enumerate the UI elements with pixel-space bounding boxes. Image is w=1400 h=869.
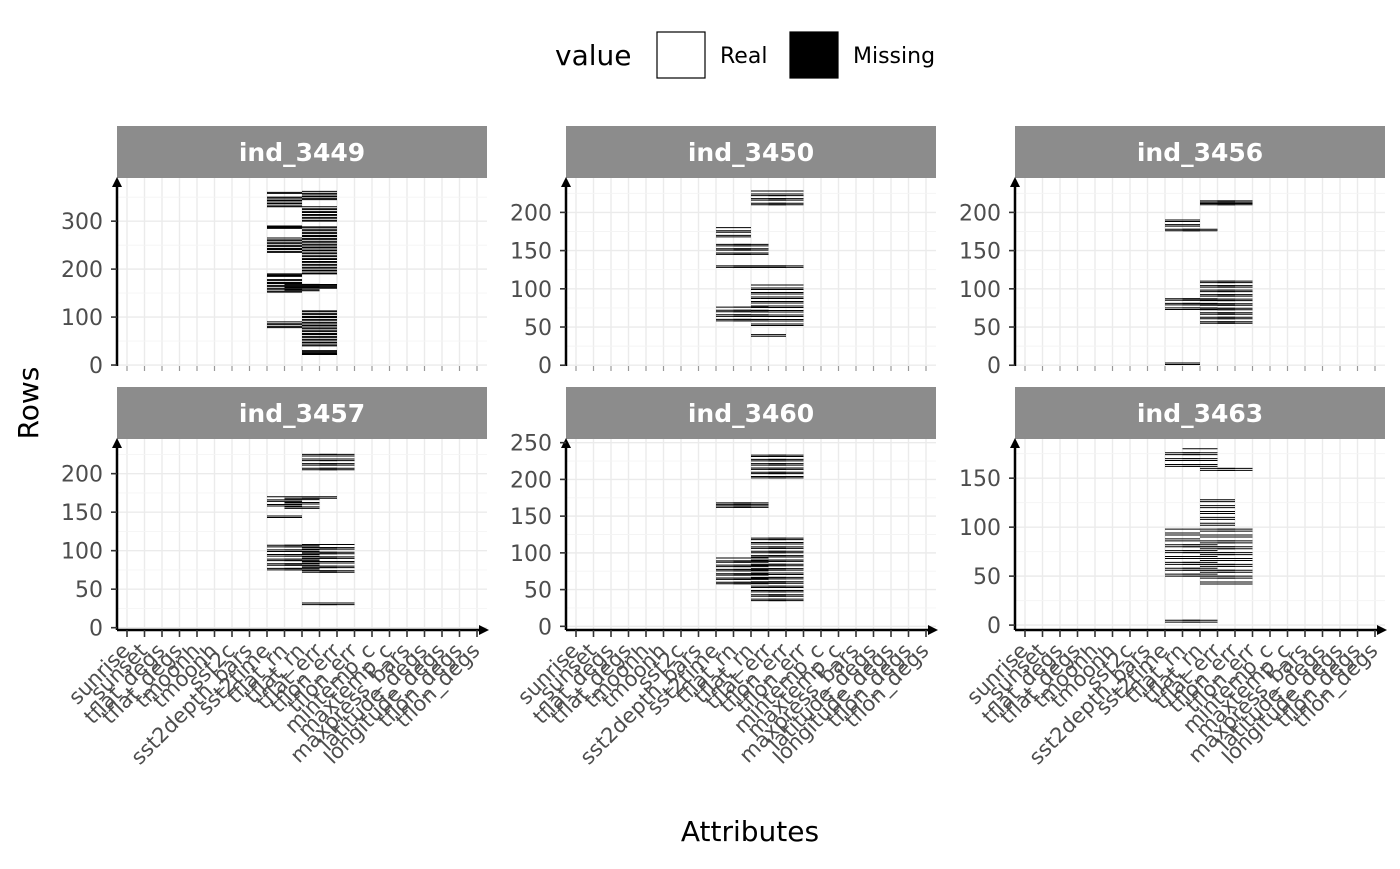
y-tick-label: 50	[973, 565, 1001, 590]
y-tick-label: 50	[524, 579, 552, 604]
facet-panel: ind_3463050100150sunrisesunsettflat_degs…	[959, 387, 1387, 770]
facet-strip-label: ind_3457	[239, 399, 365, 428]
y-tick-label: 200	[61, 258, 103, 283]
y-axis-arrow	[561, 177, 571, 187]
legend: value Real Missing	[555, 31, 935, 79]
x-axis-arrow	[928, 625, 938, 635]
y-tick-label: 200	[959, 201, 1001, 226]
facet-strip	[1015, 126, 1385, 178]
facet-strip	[1015, 387, 1385, 439]
y-tick-label: 100	[61, 306, 103, 331]
y-tick-label: 0	[538, 354, 552, 379]
y-tick-label: 50	[524, 316, 552, 341]
y-tick-label: 50	[973, 316, 1001, 341]
y-tick-label: 150	[61, 501, 103, 526]
facet-strip-label: ind_3456	[1137, 138, 1263, 167]
y-axis-title: Rows	[12, 367, 45, 440]
facet-panel: ind_3449 0 100 200 300	[61, 126, 487, 379]
facet-strip-label: ind_3450	[688, 138, 814, 167]
legend-title: value	[555, 39, 631, 72]
y-tick-label: 150	[959, 240, 1001, 265]
y-tick-label: 150	[510, 240, 552, 265]
facet-panel: ind_3460050100150200250sunrisesunsettfla…	[510, 387, 938, 770]
y-tick-label: 0	[987, 354, 1001, 379]
facet-strip	[117, 387, 487, 439]
facet-strip	[566, 387, 936, 439]
facet-strip-label: ind_3449	[239, 138, 365, 167]
y-tick-label: 200	[510, 468, 552, 493]
facet-strip-label: ind_3460	[688, 399, 814, 428]
y-tick-label: 100	[61, 540, 103, 565]
x-axis-arrow	[479, 625, 489, 635]
y-axis-arrow	[112, 177, 122, 187]
y-tick-label: 150	[959, 467, 1001, 492]
x-axis-title: Attributes	[681, 815, 819, 848]
y-tick-label: 0	[987, 614, 1001, 639]
facet-strip	[117, 126, 487, 178]
facet-panel: ind_3457050100150200sunrisesunsettflat_d…	[61, 387, 489, 770]
facet-panel: ind_3456 0 50 100 150 200	[959, 126, 1385, 379]
y-tick-label: 0	[538, 615, 552, 640]
legend-label-missing: Missing	[853, 44, 935, 69]
y-tick-label: 100	[510, 542, 552, 567]
legend-key-missing	[789, 31, 839, 79]
facet-panel: ind_3450 0 50 100 150 200	[510, 126, 936, 379]
y-axis-arrow	[1010, 177, 1020, 187]
y-tick-label: 300	[61, 210, 103, 235]
legend-key-real	[656, 31, 706, 79]
y-tick-label: 0	[89, 617, 103, 642]
y-tick-label: 200	[61, 463, 103, 488]
facet-panels: ind_34490100200300ind_3450050100150200in…	[61, 126, 1387, 770]
y-tick-label: 100	[959, 516, 1001, 541]
y-tick-label: 200	[510, 201, 552, 226]
x-axis-arrow	[1377, 625, 1387, 635]
y-axis-arrow	[112, 438, 122, 448]
facet-strip-label: ind_3463	[1137, 399, 1263, 428]
y-tick-label: 0	[89, 354, 103, 379]
y-tick-label: 100	[510, 278, 552, 303]
y-tick-label: 50	[75, 578, 103, 603]
y-tick-label: 150	[510, 505, 552, 530]
y-tick-label: 100	[959, 278, 1001, 303]
facet-strip	[566, 126, 936, 178]
y-axis-arrow	[1010, 438, 1020, 448]
y-tick-label: 250	[510, 432, 552, 457]
legend-label-real: Real	[720, 44, 767, 69]
